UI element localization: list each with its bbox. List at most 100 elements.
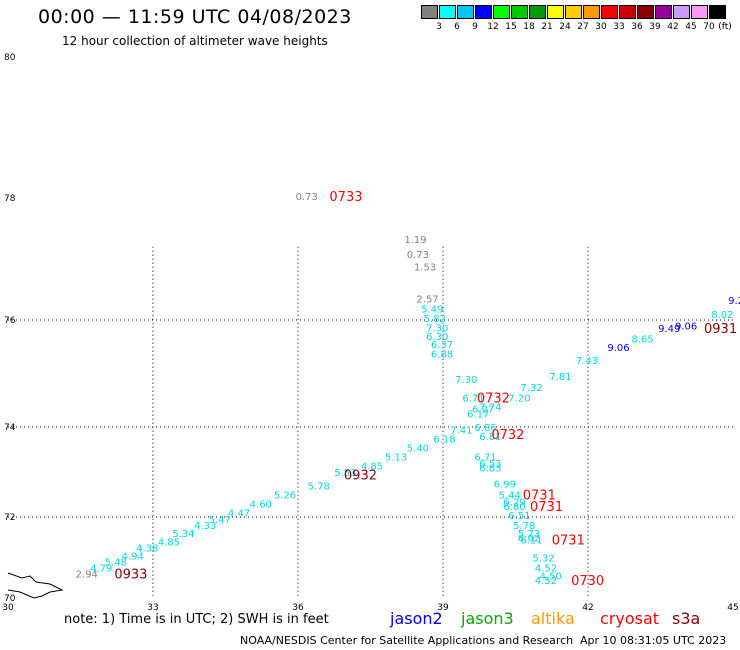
- pass-time-label: 0933: [114, 568, 147, 583]
- wave-height-label: 9.2: [728, 296, 740, 307]
- note-text: note: 1) Time is in UTC; 2) SWH is in fe…: [64, 612, 329, 627]
- wave-height-label: 5.53: [334, 468, 356, 479]
- legend-swatch: [493, 5, 510, 19]
- wave-height-label: 6.80: [503, 502, 525, 513]
- y-tick-label: 76: [4, 316, 16, 326]
- legend-swatch: [691, 5, 708, 19]
- x-tick-label: 36: [292, 603, 304, 613]
- wave-height-label: 6.11: [520, 535, 542, 546]
- wave-height-label: 5.78: [513, 521, 535, 532]
- wave-height-label: 4.38: [136, 543, 158, 554]
- wave-height-label: 5.40: [407, 443, 429, 454]
- wave-height-label: 8.02: [711, 310, 733, 321]
- wave-height-label: 7.41: [450, 425, 472, 436]
- wave-height-label: 6.71: [462, 394, 484, 405]
- wave-height-label: 5.34: [172, 529, 194, 540]
- map-title: 00:00 — 11:59 UTC 04/08/2023: [38, 6, 352, 28]
- legend-label: 30: [595, 22, 607, 32]
- legend-swatch: [529, 5, 546, 19]
- wave-height-label: 4.60: [250, 500, 272, 511]
- wave-height-label: 7.32: [520, 383, 542, 394]
- pass-time-label: 0731: [530, 500, 563, 515]
- wave-height-label: 6.86: [474, 423, 496, 434]
- legend-label: 9: [472, 22, 478, 32]
- legend-unit: (ft): [718, 22, 732, 32]
- x-tick-label: 45: [727, 603, 738, 613]
- wave-height-label: 6.53: [479, 459, 501, 470]
- wave-height-label: 4.33: [194, 521, 216, 532]
- legend-label: 6: [454, 22, 460, 32]
- wave-height-label: 6.81: [479, 432, 501, 443]
- wave-height-label: 8.65: [632, 335, 654, 346]
- legend-swatch: [709, 5, 726, 19]
- wave-height-label: 6.18: [433, 434, 455, 445]
- legend-label: 18: [523, 22, 535, 32]
- satellite-s3a: s3a: [672, 609, 701, 628]
- wave-height-label: 6.17: [467, 410, 489, 421]
- pass-time-label: 0733: [329, 190, 362, 205]
- wave-height-label: 2.94: [76, 570, 98, 581]
- wave-height-label: 5.78: [308, 482, 330, 493]
- wave-height-label: 6.51: [508, 511, 530, 522]
- wave-height-label: 6.37: [431, 340, 453, 351]
- wave-height-label: 5.44: [499, 491, 521, 502]
- wave-height-label: 4.52: [535, 564, 557, 575]
- legend-swatch: [457, 5, 474, 19]
- legend-label: 21: [541, 22, 553, 32]
- wave-height-label: 9.49: [658, 324, 680, 335]
- wave-height-label: 5.13: [385, 452, 407, 463]
- legend-swatch: [619, 5, 636, 19]
- wave-height-label: 4.85: [361, 461, 383, 472]
- wave-height-label: 4.47: [228, 509, 250, 520]
- wave-height-label: 6.99: [494, 479, 516, 490]
- wave-height-label: 7.30: [426, 323, 448, 334]
- satellite-jason3: jason3: [461, 609, 514, 628]
- map-subtitle: 12 hour collection of altimeter wave hei…: [62, 34, 328, 48]
- y-tick-label: 78: [4, 194, 16, 204]
- timestamp-text: Apr 10 08:31:05 UTC 2023: [580, 634, 727, 647]
- wave-height-label: 4.85: [158, 537, 180, 548]
- legend-label: 42: [667, 22, 679, 32]
- legend-swatch: [475, 5, 492, 19]
- legend-swatch: [439, 5, 456, 19]
- wave-height-label: 4.52: [535, 576, 557, 587]
- y-tick-label: 70: [4, 594, 16, 604]
- pass-time-label: 0732: [477, 392, 510, 407]
- pass-time-label: 0731: [552, 533, 585, 548]
- wave-height-label: 4.94: [122, 551, 144, 562]
- legend-swatch: [601, 5, 618, 19]
- wave-height-label: 9.06: [607, 343, 629, 354]
- legend-label: 24: [559, 22, 571, 32]
- legend-swatch: [547, 5, 564, 19]
- wave-height-label: 1.19: [404, 235, 426, 246]
- wave-height-label: 6.27: [472, 404, 494, 415]
- satellite-cryosat: cryosat: [600, 609, 660, 628]
- y-tick-label: 80: [4, 53, 16, 63]
- wave-height-label: 6.88: [431, 350, 453, 361]
- pass-time-label: 0731: [523, 489, 556, 504]
- legend-swatch: [655, 5, 672, 19]
- legend-label: 36: [631, 22, 643, 32]
- wave-height-label: 0.73: [407, 250, 429, 261]
- x-tick-label: 42: [582, 603, 593, 613]
- wave-height-label: 5.26: [274, 491, 296, 502]
- legend-swatch: [637, 5, 654, 19]
- wave-height-label: 7.20: [508, 394, 530, 405]
- wave-height-label: 5.32: [532, 554, 554, 565]
- pass-time-label: 0932: [344, 468, 377, 483]
- x-tick-label: 39: [437, 603, 449, 613]
- y-tick-label: 74: [4, 423, 16, 433]
- wave-height-label: 7.30: [455, 375, 477, 386]
- legend-label: 33: [613, 22, 625, 32]
- legend-swatch: [421, 5, 438, 19]
- wave-height-label: 5.73: [518, 529, 540, 540]
- legend-label: 3: [436, 22, 442, 32]
- legend-label: 12: [487, 22, 499, 32]
- wave-height-label: 1.53: [414, 262, 436, 273]
- wave-height-label: 9.06: [675, 321, 697, 332]
- satellite-altika: altika: [531, 609, 575, 628]
- legend-label: 15: [505, 22, 517, 32]
- satellite-jason2: jason2: [390, 609, 443, 628]
- legend-swatch: [565, 5, 582, 19]
